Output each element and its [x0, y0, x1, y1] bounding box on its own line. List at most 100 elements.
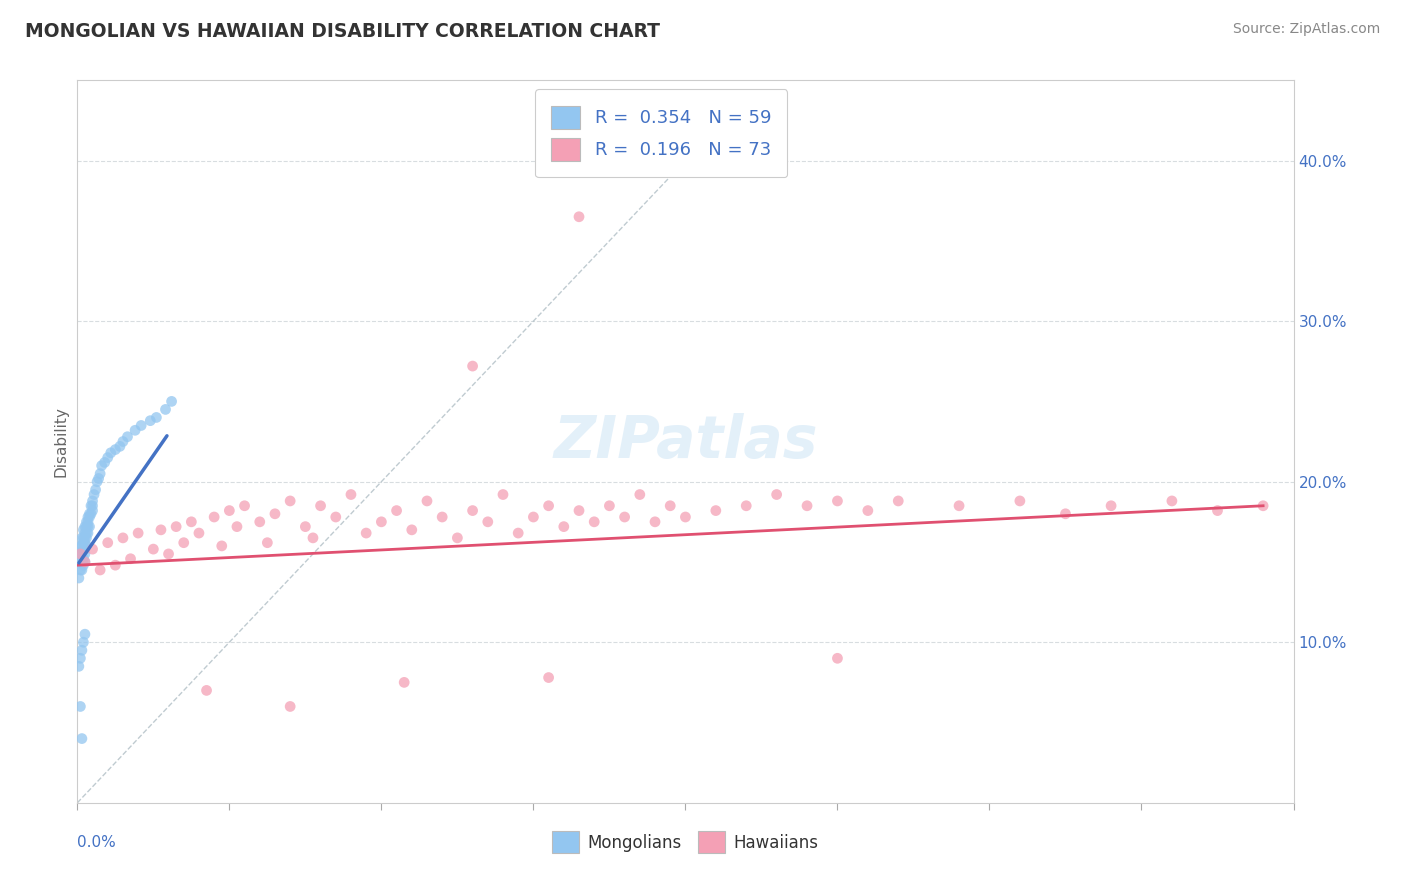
- Text: Source: ZipAtlas.com: Source: ZipAtlas.com: [1233, 22, 1381, 37]
- Point: [73, 535, 96, 549]
- Point: [278, 494, 301, 508]
- Point: [100, 446, 122, 460]
- Point: [75, 526, 97, 541]
- Point: [73, 542, 96, 557]
- Point: [69, 539, 91, 553]
- Point: [104, 558, 127, 573]
- Point: [77, 515, 100, 529]
- Point: [70, 547, 93, 561]
- Point: [461, 503, 484, 517]
- Point: [82, 499, 104, 513]
- Point: [461, 359, 484, 373]
- Point: [294, 519, 316, 533]
- Point: [89, 563, 111, 577]
- Point: [508, 526, 530, 541]
- Point: [72, 535, 94, 549]
- Y-axis label: Disability: Disability: [53, 406, 69, 477]
- Point: [537, 499, 560, 513]
- Point: [887, 494, 910, 508]
- Point: [226, 519, 249, 533]
- Point: [77, 510, 100, 524]
- Point: [108, 439, 131, 453]
- Point: [82, 503, 104, 517]
- Point: [72, 542, 94, 557]
- Point: [104, 442, 127, 457]
- Point: [1161, 494, 1184, 508]
- Point: [73, 547, 96, 561]
- Point: [1206, 503, 1229, 517]
- Point: [72, 558, 94, 573]
- Point: [477, 515, 499, 529]
- Point: [67, 571, 90, 585]
- Point: [117, 430, 139, 444]
- Point: [765, 487, 787, 501]
- Point: [142, 542, 165, 557]
- Point: [80, 507, 103, 521]
- Point: [155, 402, 177, 417]
- Point: [492, 487, 515, 501]
- Point: [73, 519, 96, 533]
- Point: [256, 535, 278, 549]
- Point: [83, 487, 105, 501]
- Point: [385, 503, 408, 517]
- Point: [72, 531, 94, 545]
- Point: [796, 499, 818, 513]
- Point: [218, 503, 240, 517]
- Point: [139, 414, 162, 428]
- Point: [97, 450, 120, 465]
- Point: [392, 675, 415, 690]
- Point: [67, 547, 90, 561]
- Point: [75, 531, 97, 545]
- Point: [827, 494, 849, 508]
- Point: [370, 515, 392, 529]
- Point: [735, 499, 758, 513]
- Point: [124, 423, 146, 437]
- Point: [77, 519, 100, 533]
- Point: [249, 515, 271, 529]
- Point: [75, 519, 97, 533]
- Point: [111, 531, 134, 545]
- Point: [75, 539, 97, 553]
- Point: [73, 555, 96, 569]
- Point: [522, 510, 544, 524]
- Point: [69, 699, 91, 714]
- Text: MONGOLIAN VS HAWAIIAN DISABILITY CORRELATION CHART: MONGOLIAN VS HAWAIIAN DISABILITY CORRELA…: [25, 22, 661, 41]
- Point: [233, 499, 256, 513]
- Point: [537, 671, 560, 685]
- Point: [79, 510, 101, 524]
- Point: [430, 510, 453, 524]
- Point: [302, 531, 325, 545]
- Point: [90, 458, 112, 473]
- Point: [89, 467, 111, 481]
- Point: [195, 683, 218, 698]
- Text: ZIPatlas: ZIPatlas: [553, 413, 818, 470]
- Point: [188, 526, 211, 541]
- Point: [145, 410, 167, 425]
- Point: [598, 499, 620, 513]
- Point: [73, 627, 96, 641]
- Point: [82, 494, 104, 508]
- Point: [69, 555, 91, 569]
- Point: [1099, 499, 1122, 513]
- Point: [416, 494, 439, 508]
- Point: [70, 731, 93, 746]
- Point: [202, 510, 225, 524]
- Point: [79, 519, 101, 533]
- Point: [675, 510, 697, 524]
- Point: [1054, 507, 1077, 521]
- Point: [446, 531, 468, 545]
- Point: [69, 547, 91, 561]
- Point: [568, 503, 591, 517]
- Point: [127, 526, 149, 541]
- Point: [856, 503, 879, 517]
- Point: [129, 418, 152, 433]
- Point: [72, 635, 94, 649]
- Point: [340, 487, 363, 501]
- Point: [69, 563, 91, 577]
- Point: [704, 503, 727, 517]
- Point: [67, 659, 90, 673]
- Point: [628, 487, 651, 501]
- Point: [70, 643, 93, 657]
- Point: [73, 555, 96, 569]
- Point: [84, 483, 107, 497]
